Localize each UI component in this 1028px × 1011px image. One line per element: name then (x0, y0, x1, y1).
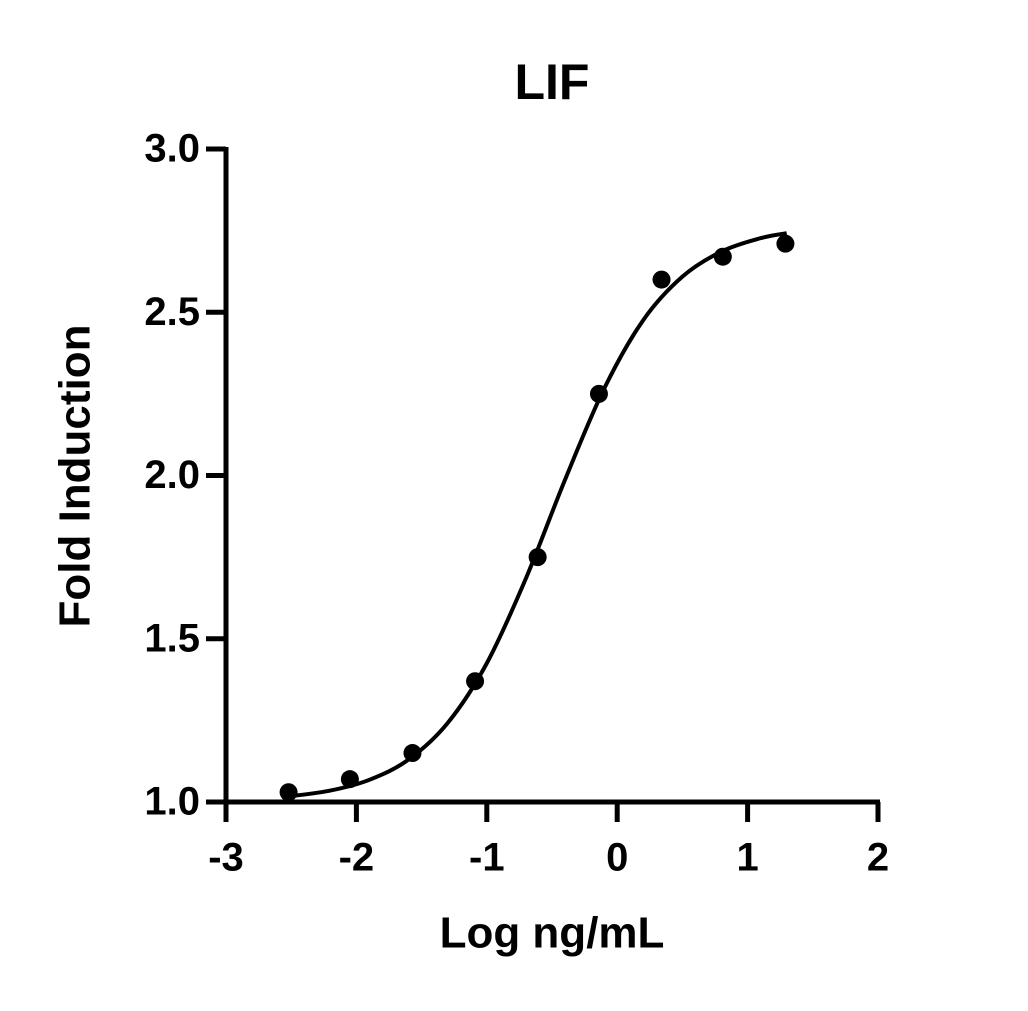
fit-curve (290, 231, 788, 799)
data-point (340, 770, 359, 789)
y-tick-label: 1.0 (144, 780, 200, 824)
x-tick-label: -2 (339, 836, 375, 880)
x-tick-label: 0 (606, 836, 628, 880)
x-tick-label: 2 (867, 836, 889, 880)
chart-title: LIF (515, 54, 590, 110)
data-point (776, 234, 795, 253)
x-tick-label: -1 (469, 836, 505, 880)
y-tick-label: 2.0 (144, 453, 200, 497)
data-point (652, 270, 671, 289)
y-tick-label: 2.5 (144, 290, 200, 334)
data-point (713, 247, 732, 266)
x-tick-label: -3 (208, 836, 244, 880)
data-point (466, 672, 485, 691)
y-axis-label: Fold Induction (51, 324, 100, 627)
y-tick-label: 1.5 (144, 616, 200, 660)
data-point (528, 548, 547, 567)
data-point (589, 384, 608, 403)
data-point (403, 744, 422, 763)
x-tick-label: 1 (736, 836, 758, 880)
x-axis-label: Log ng/mL (440, 909, 665, 958)
data-point (279, 783, 298, 802)
y-tick-label: 3.0 (144, 127, 200, 171)
